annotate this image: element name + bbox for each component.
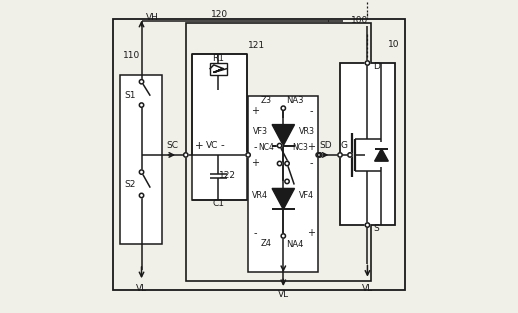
Text: +: + — [307, 142, 315, 152]
Bar — [192, 54, 247, 200]
Text: 122: 122 — [220, 171, 236, 180]
Bar — [112, 19, 406, 290]
Text: VL: VL — [362, 285, 373, 293]
Text: VR3: VR3 — [299, 127, 315, 136]
Circle shape — [277, 161, 282, 166]
Circle shape — [281, 234, 285, 238]
Text: Z3: Z3 — [261, 96, 271, 105]
Polygon shape — [375, 149, 388, 161]
Bar — [340, 63, 395, 225]
Text: 100: 100 — [351, 16, 368, 24]
Text: Z4: Z4 — [261, 239, 271, 248]
Text: G: G — [340, 141, 347, 150]
Circle shape — [285, 179, 289, 184]
Text: S: S — [373, 224, 379, 233]
Text: VH: VH — [146, 13, 159, 22]
Text: VL: VL — [136, 285, 147, 293]
Circle shape — [316, 153, 321, 157]
Text: +: + — [307, 228, 315, 238]
Circle shape — [183, 153, 188, 157]
Text: SC: SC — [166, 141, 178, 150]
Text: +: + — [251, 106, 259, 116]
Text: 120: 120 — [211, 10, 228, 19]
Text: VL: VL — [278, 290, 289, 299]
Circle shape — [139, 80, 143, 84]
Text: S2: S2 — [124, 180, 135, 189]
Text: 121: 121 — [248, 41, 265, 50]
Text: -: - — [253, 142, 257, 152]
Circle shape — [338, 153, 342, 157]
Text: NC4: NC4 — [258, 143, 275, 152]
Text: NA3: NA3 — [286, 96, 304, 105]
Bar — [120, 75, 163, 244]
Circle shape — [318, 153, 322, 157]
Polygon shape — [272, 188, 295, 209]
Circle shape — [277, 143, 282, 148]
Text: +: + — [251, 158, 259, 168]
Text: NA4: NA4 — [286, 240, 304, 249]
Text: VF3: VF3 — [253, 127, 268, 136]
Circle shape — [281, 106, 285, 110]
Text: S1: S1 — [124, 91, 135, 100]
Circle shape — [139, 170, 143, 174]
Circle shape — [285, 161, 289, 166]
Text: 10: 10 — [388, 40, 400, 49]
Text: -: - — [221, 141, 224, 151]
Text: NC3: NC3 — [292, 143, 308, 152]
Circle shape — [365, 223, 370, 227]
Text: D: D — [373, 62, 380, 71]
Text: VF4: VF4 — [299, 191, 314, 200]
Text: C1: C1 — [212, 199, 224, 208]
Circle shape — [365, 61, 370, 65]
Text: SD: SD — [319, 141, 332, 150]
Bar — [210, 63, 227, 75]
Text: VR4: VR4 — [252, 191, 268, 200]
Text: -: - — [310, 106, 313, 116]
Text: VC: VC — [206, 141, 219, 150]
Circle shape — [348, 153, 352, 157]
Bar — [186, 23, 371, 281]
Text: R1: R1 — [212, 54, 224, 63]
Polygon shape — [272, 125, 295, 146]
Bar — [248, 96, 318, 272]
Text: -: - — [310, 158, 313, 168]
Text: +: + — [195, 141, 203, 151]
Circle shape — [246, 153, 250, 157]
Text: -: - — [253, 228, 257, 238]
Text: 110: 110 — [123, 51, 140, 60]
Circle shape — [139, 103, 143, 107]
Circle shape — [139, 193, 143, 198]
